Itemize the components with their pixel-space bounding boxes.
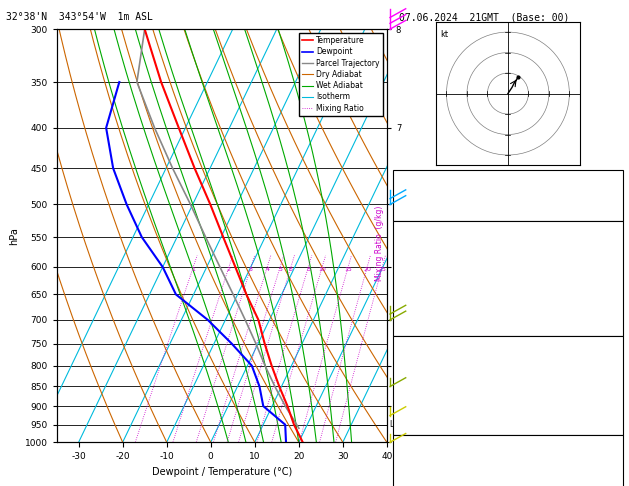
Text: 20.9: 20.9 (599, 239, 618, 248)
Text: 1: 1 (613, 418, 618, 427)
Text: 4: 4 (265, 267, 269, 272)
Y-axis label: km
ASL: km ASL (418, 236, 434, 255)
Text: 25: 25 (378, 267, 386, 272)
Text: 17.1: 17.1 (599, 255, 618, 264)
Text: StmDir: StmDir (398, 485, 427, 486)
Text: θₑ (K): θₑ (K) (398, 370, 421, 379)
Text: 34: 34 (608, 188, 618, 197)
Text: Surface: Surface (491, 223, 525, 232)
Text: 8: 8 (306, 267, 310, 272)
Text: CIN (J): CIN (J) (398, 418, 425, 427)
Text: Lifted Index: Lifted Index (398, 386, 448, 395)
Text: 1014: 1014 (596, 354, 618, 363)
Text: CAPE (J): CAPE (J) (398, 402, 432, 411)
Text: 327: 327 (602, 271, 618, 280)
Text: 6: 6 (289, 267, 293, 272)
Text: 4: 4 (613, 386, 618, 395)
Text: Dewp (°C): Dewp (°C) (398, 255, 442, 264)
Text: 13: 13 (608, 402, 618, 411)
Text: LCL: LCL (389, 420, 403, 429)
Text: Mixing Ratio  (g/kg): Mixing Ratio (g/kg) (375, 205, 384, 281)
Text: -0: -0 (610, 453, 618, 462)
Text: K: K (398, 172, 403, 181)
Text: 2.8: 2.8 (604, 204, 618, 213)
Text: 32°38'N  343°54'W  1m ASL: 32°38'N 343°54'W 1m ASL (6, 12, 153, 22)
Text: Lifted Index: Lifted Index (398, 287, 448, 296)
Text: 20: 20 (363, 267, 371, 272)
Text: 1: 1 (613, 319, 618, 328)
Text: θₑ(K): θₑ(K) (398, 271, 418, 280)
X-axis label: Dewpoint / Temperature (°C): Dewpoint / Temperature (°C) (152, 467, 292, 477)
Text: 327: 327 (602, 370, 618, 379)
Text: Most Unstable: Most Unstable (477, 338, 538, 347)
Text: © weatheronline.co.uk: © weatheronline.co.uk (464, 471, 552, 480)
Text: PW (cm): PW (cm) (398, 204, 433, 213)
Text: 2: 2 (227, 267, 231, 272)
Text: 4: 4 (613, 287, 618, 296)
Text: Totals Totals: Totals Totals (398, 188, 449, 197)
Text: Pressure (mb): Pressure (mb) (398, 354, 457, 363)
Text: 10: 10 (318, 267, 326, 272)
Text: CAPE (J): CAPE (J) (398, 303, 432, 312)
Text: kt: kt (440, 30, 448, 39)
Text: 07.06.2024  21GMT  (Base: 00): 07.06.2024 21GMT (Base: 00) (399, 12, 570, 22)
Text: 339°: 339° (598, 485, 618, 486)
Text: 3: 3 (249, 267, 253, 272)
Text: 17: 17 (608, 172, 618, 181)
Text: Hodograph: Hodograph (484, 437, 532, 446)
Text: Temp (°C): Temp (°C) (398, 239, 440, 248)
Text: SREH: SREH (398, 469, 421, 478)
Y-axis label: hPa: hPa (9, 227, 19, 244)
Text: 5: 5 (278, 267, 282, 272)
Text: EH: EH (398, 453, 409, 462)
Text: 13: 13 (608, 303, 618, 312)
Text: 1: 1 (191, 267, 195, 272)
Text: 15: 15 (344, 267, 352, 272)
Text: CIN (J): CIN (J) (398, 319, 425, 328)
Text: 0: 0 (613, 469, 618, 478)
Legend: Temperature, Dewpoint, Parcel Trajectory, Dry Adiabat, Wet Adiabat, Isotherm, Mi: Temperature, Dewpoint, Parcel Trajectory… (299, 33, 383, 116)
